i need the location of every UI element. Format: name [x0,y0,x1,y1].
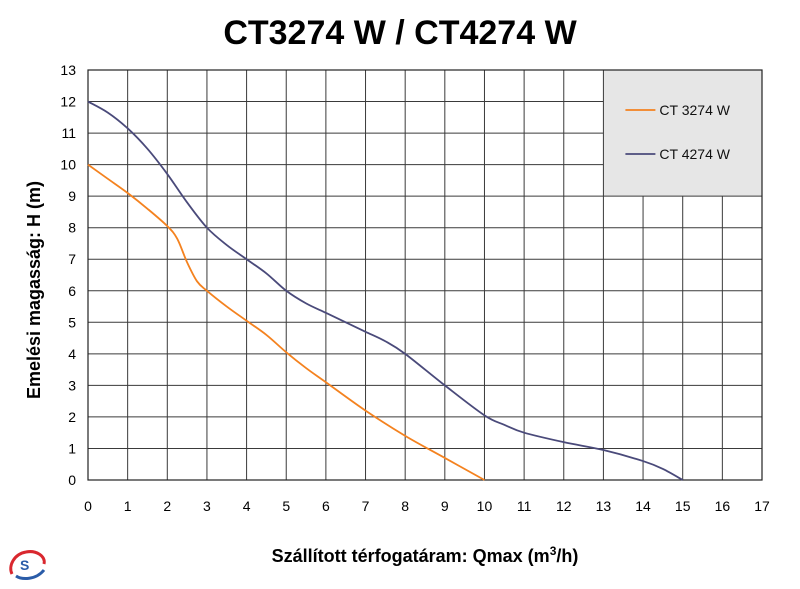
x-tick-label: 16 [715,498,731,514]
x-tick-label: 10 [477,498,493,514]
x-tick-label: 12 [556,498,572,514]
y-tick-label: 2 [68,409,76,425]
x-tick-label: 14 [635,498,651,514]
series-lines [87,100,684,481]
y-tick-label: 10 [60,157,76,173]
x-tick-label: 1 [124,498,132,514]
plot-border [87,69,763,481]
x-axis-label-main: Szállított térfogatáram: Qmax (m [272,546,550,566]
y-tick-label: 3 [68,377,76,393]
legend-label: CT 3274 W [659,102,730,118]
series-line-1 [87,163,485,481]
y-tick-label: 0 [68,472,76,488]
x-tick-label: 5 [282,498,290,514]
x-axis-label-sup: 3 [550,544,557,558]
y-tick-label: 1 [68,440,76,456]
series-line-2 [87,100,684,481]
x-tick-label: 7 [362,498,370,514]
y-axis-label: Emelési magasság: H (m) [24,181,44,399]
y-tick-label: 6 [68,283,76,299]
tick-labels: 0 1 2 3 4 5 6 7 8 9 10 11 12 13 14 15 16 1701234567891011… [60,62,770,514]
y-tick-label: 4 [68,346,76,362]
x-axis-label-tail: /h) [556,546,578,566]
x-tick-label: 2 [163,498,171,514]
y-tick-label: 9 [68,188,76,204]
x-tick-label: 9 [441,498,449,514]
x-tick-label: 0 [84,498,92,514]
chart-title: CT3274 W / CT4274 W [223,14,577,52]
y-tick-label: 7 [68,251,76,267]
x-tick-label: 17 [754,498,770,514]
x-tick-label: 15 [675,498,691,514]
grid [87,69,763,481]
x-tick-label: 11 [517,498,532,514]
legend: CT 3274 W CT 4274 W [625,102,731,162]
x-tick-label: 3 [203,498,211,514]
brand-logo-icon: S [9,550,46,580]
y-tick-label: 5 [68,314,76,330]
x-tick-label: 6 [322,498,330,514]
y-tick-label: 12 [60,94,76,110]
y-tick-label: 8 [68,220,76,236]
y-tick-label: 13 [60,62,76,78]
x-tick-label: 8 [401,498,409,514]
legend-box [603,70,762,197]
x-tick-label: 4 [243,498,251,514]
x-axis-label: Szállított térfogatáram: Qmax (m3/h) [272,544,579,566]
legend-background [603,70,762,197]
svg-text:S: S [20,557,29,573]
x-tick-label: 13 [596,498,612,514]
y-tick-label: 11 [61,125,76,141]
legend-label: CT 4274 W [659,146,730,162]
